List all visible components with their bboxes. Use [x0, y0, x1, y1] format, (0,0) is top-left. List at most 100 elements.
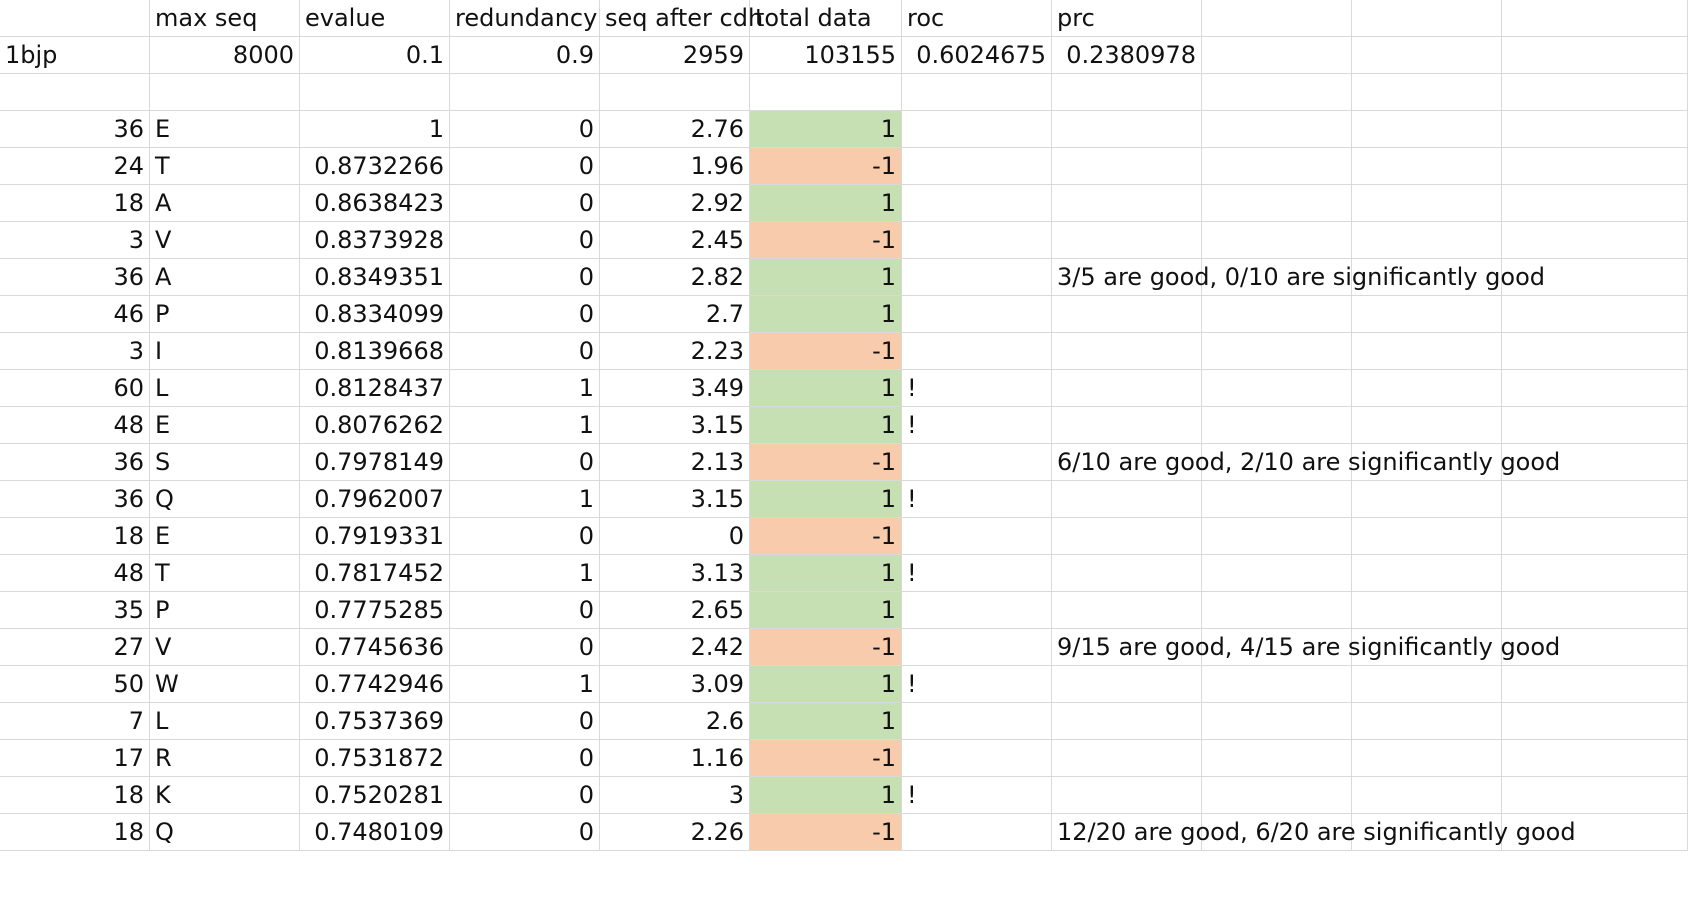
empty-cell[interactable]: [1502, 185, 1688, 222]
column-header[interactable]: max seq: [150, 0, 300, 37]
empty-cell[interactable]: [1352, 740, 1502, 777]
label-cell[interactable]: -1: [750, 444, 902, 481]
empty-cell[interactable]: [1202, 592, 1352, 629]
value-cell[interactable]: 2.82: [600, 259, 750, 296]
empty-cell[interactable]: [1052, 814, 1202, 851]
empty-cell[interactable]: [750, 74, 902, 111]
value-cell[interactable]: 2.76: [600, 111, 750, 148]
empty-cell[interactable]: [1202, 148, 1352, 185]
flag-value-cell[interactable]: 1: [450, 481, 600, 518]
residue-cell[interactable]: W: [150, 666, 300, 703]
mark-cell[interactable]: [902, 814, 1052, 851]
value-cell[interactable]: 0: [600, 518, 750, 555]
empty-cell[interactable]: [1202, 666, 1352, 703]
empty-cell[interactable]: [1052, 222, 1202, 259]
empty-cell[interactable]: [300, 74, 450, 111]
position-cell[interactable]: 36: [0, 259, 150, 296]
mark-cell[interactable]: [902, 296, 1052, 333]
empty-cell[interactable]: [1352, 444, 1502, 481]
mark-cell[interactable]: [902, 703, 1052, 740]
empty-cell[interactable]: [1502, 518, 1688, 555]
empty-cell[interactable]: [1202, 555, 1352, 592]
position-cell[interactable]: 27: [0, 629, 150, 666]
empty-cell[interactable]: [1352, 370, 1502, 407]
column-header[interactable]: [1202, 0, 1352, 37]
mark-cell[interactable]: !: [902, 370, 1052, 407]
score-cell[interactable]: 0.7978149: [300, 444, 450, 481]
empty-cell[interactable]: [1052, 148, 1202, 185]
score-cell[interactable]: 0.7919331: [300, 518, 450, 555]
score-cell[interactable]: 0.8334099: [300, 296, 450, 333]
flag-value-cell[interactable]: 1: [450, 666, 600, 703]
empty-cell[interactable]: [1502, 148, 1688, 185]
value-cell[interactable]: 2.6: [600, 703, 750, 740]
flag-value-cell[interactable]: 0: [450, 222, 600, 259]
info-cell[interactable]: 0.1: [300, 37, 450, 74]
empty-cell[interactable]: [1052, 740, 1202, 777]
position-cell[interactable]: 18: [0, 185, 150, 222]
value-cell[interactable]: 3.13: [600, 555, 750, 592]
column-header[interactable]: total data: [750, 0, 902, 37]
empty-cell[interactable]: [600, 74, 750, 111]
position-cell[interactable]: 35: [0, 592, 150, 629]
value-cell[interactable]: 3.09: [600, 666, 750, 703]
empty-cell[interactable]: [1202, 185, 1352, 222]
position-cell[interactable]: 60: [0, 370, 150, 407]
mark-cell[interactable]: [902, 111, 1052, 148]
empty-cell[interactable]: [1352, 703, 1502, 740]
value-cell[interactable]: 3.15: [600, 407, 750, 444]
empty-cell[interactable]: [1352, 518, 1502, 555]
empty-cell[interactable]: [1352, 111, 1502, 148]
empty-cell[interactable]: [1352, 666, 1502, 703]
mark-cell[interactable]: !: [902, 777, 1052, 814]
column-header[interactable]: seq after cdh: [600, 0, 763, 37]
empty-cell[interactable]: [0, 74, 150, 111]
score-cell[interactable]: 0.7775285: [300, 592, 450, 629]
residue-cell[interactable]: E: [150, 518, 300, 555]
empty-cell[interactable]: [1502, 74, 1688, 111]
mark-cell[interactable]: !: [902, 481, 1052, 518]
position-cell[interactable]: 3: [0, 222, 150, 259]
score-cell[interactable]: 0.7817452: [300, 555, 450, 592]
empty-cell[interactable]: [1352, 777, 1502, 814]
flag-value-cell[interactable]: 0: [450, 703, 600, 740]
empty-cell[interactable]: [1502, 407, 1688, 444]
empty-cell[interactable]: [1202, 703, 1352, 740]
residue-cell[interactable]: T: [150, 555, 300, 592]
empty-cell[interactable]: [1202, 814, 1352, 851]
empty-cell[interactable]: [1352, 74, 1502, 111]
info-cell[interactable]: 1bjp: [0, 37, 150, 74]
label-cell[interactable]: 1: [750, 592, 902, 629]
empty-cell[interactable]: [1352, 555, 1502, 592]
residue-cell[interactable]: Q: [150, 481, 300, 518]
empty-cell[interactable]: [450, 74, 600, 111]
info-cell[interactable]: 2959: [600, 37, 750, 74]
residue-cell[interactable]: P: [150, 296, 300, 333]
score-cell[interactable]: 0.7480109: [300, 814, 450, 851]
label-cell[interactable]: -1: [750, 148, 902, 185]
empty-cell[interactable]: [1052, 666, 1202, 703]
flag-value-cell[interactable]: 0: [450, 740, 600, 777]
residue-cell[interactable]: L: [150, 703, 300, 740]
value-cell[interactable]: 2.45: [600, 222, 750, 259]
empty-cell[interactable]: [1352, 407, 1502, 444]
position-cell[interactable]: 46: [0, 296, 150, 333]
empty-cell[interactable]: [1052, 407, 1202, 444]
residue-cell[interactable]: A: [150, 185, 300, 222]
column-header[interactable]: roc: [902, 0, 1052, 37]
empty-cell[interactable]: [1352, 148, 1502, 185]
position-cell[interactable]: 36: [0, 111, 150, 148]
residue-cell[interactable]: A: [150, 259, 300, 296]
label-cell[interactable]: 1: [750, 555, 902, 592]
label-cell[interactable]: 1: [750, 370, 902, 407]
empty-cell[interactable]: [1202, 370, 1352, 407]
column-header[interactable]: [0, 0, 150, 37]
empty-cell[interactable]: [1352, 185, 1502, 222]
value-cell[interactable]: 2.26: [600, 814, 750, 851]
score-cell[interactable]: 0.8076262: [300, 407, 450, 444]
residue-cell[interactable]: T: [150, 148, 300, 185]
value-cell[interactable]: 3.15: [600, 481, 750, 518]
flag-value-cell[interactable]: 0: [450, 777, 600, 814]
info-cell[interactable]: 0.2380978: [1052, 37, 1202, 74]
value-cell[interactable]: 2.23: [600, 333, 750, 370]
